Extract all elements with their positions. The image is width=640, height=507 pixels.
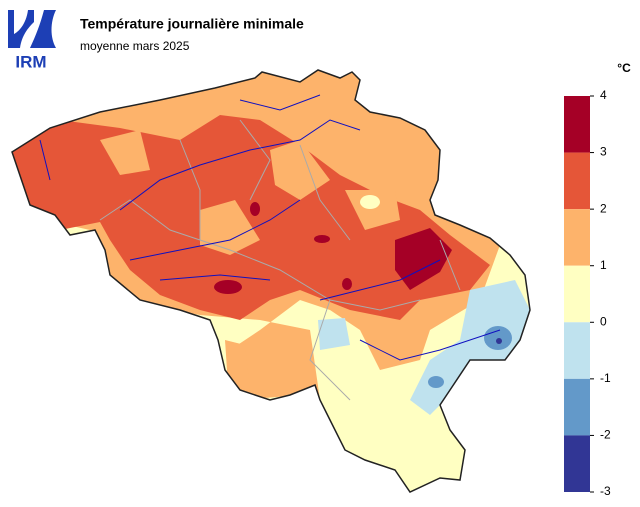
map-area xyxy=(318,318,350,350)
legend-bin xyxy=(564,209,590,266)
logo-mark xyxy=(30,10,56,48)
map-area xyxy=(314,235,330,243)
logo: IRM xyxy=(8,10,56,71)
logo-text: IRM xyxy=(15,52,46,71)
legend-tick-label: -1 xyxy=(600,371,611,385)
legend-tick-label: -3 xyxy=(600,484,611,498)
legend-bin xyxy=(564,96,590,153)
legend-tick-label: 1 xyxy=(600,258,607,272)
legend: 4 3 2 1 0 -1 -2 -3 xyxy=(564,88,611,498)
subtitle: moyenne mars 2025 xyxy=(80,39,190,53)
map-area xyxy=(484,326,512,350)
legend-tick-label: 2 xyxy=(600,201,607,215)
map-area xyxy=(250,202,260,216)
map-area xyxy=(214,280,242,294)
legend-bin xyxy=(564,378,590,436)
map-area xyxy=(100,130,150,175)
country-border xyxy=(11,69,531,493)
map-area xyxy=(496,338,502,344)
map xyxy=(12,70,530,492)
title: Température journalière minimale xyxy=(80,16,304,32)
legend-bin xyxy=(564,152,590,210)
legend-unit: °C xyxy=(617,61,631,75)
map-area xyxy=(395,228,452,290)
map-area xyxy=(200,200,260,255)
legend-tick-label: -2 xyxy=(600,428,611,442)
logo-mark xyxy=(8,10,34,48)
map-area xyxy=(428,376,444,388)
legend-bin xyxy=(564,435,590,492)
legend-tick-label: 4 xyxy=(600,88,607,102)
legend-bin xyxy=(564,322,590,379)
legend-tick-label: 0 xyxy=(600,314,607,328)
river xyxy=(39,94,501,361)
legend-tick-label: 3 xyxy=(600,145,607,159)
map-area xyxy=(360,195,380,209)
map-area xyxy=(342,278,352,290)
province-border xyxy=(99,119,461,401)
map-area xyxy=(345,190,400,230)
legend-bin xyxy=(564,265,590,323)
